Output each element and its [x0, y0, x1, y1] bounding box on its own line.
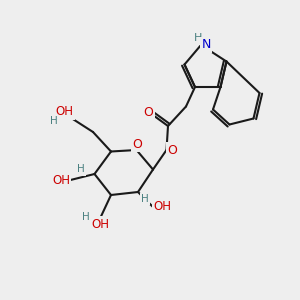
Text: H: H: [82, 212, 89, 223]
Text: H: H: [77, 164, 85, 175]
Text: OH: OH: [56, 105, 74, 119]
Text: O: O: [132, 138, 142, 151]
Text: OH: OH: [52, 173, 70, 187]
Text: OH: OH: [92, 218, 110, 231]
Text: N: N: [202, 38, 211, 52]
Text: H: H: [194, 33, 202, 43]
Text: O: O: [168, 143, 177, 157]
Text: H: H: [141, 194, 148, 204]
Text: OH: OH: [154, 200, 172, 214]
Text: H: H: [50, 116, 58, 127]
Text: O: O: [144, 106, 153, 119]
